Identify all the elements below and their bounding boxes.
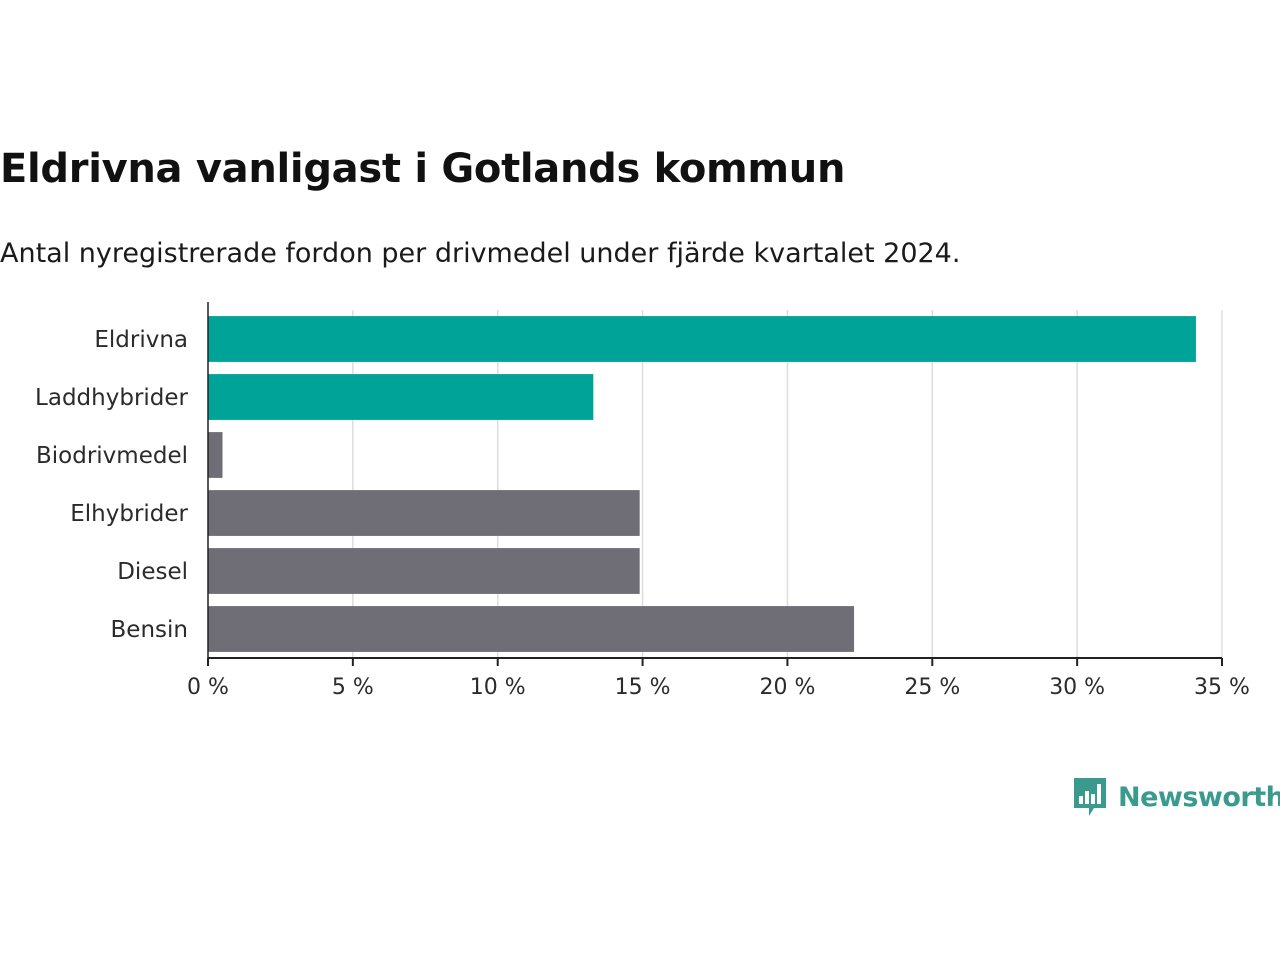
category-label: Diesel [117,559,188,585]
x-tick-label: 15 % [615,675,671,700]
category-label: Eldrivna [94,327,188,353]
bar [208,316,1196,362]
category-labels: Eldrivna Laddhybrider Biodrivmedel Elhybrid… [35,327,188,643]
x-tick-label: 30 % [1049,675,1105,700]
brand-name: Newsworthy [1118,781,1280,813]
bars [208,316,1196,652]
bar [208,374,594,420]
chart-subtitle: Antal nyregistrerade fordon per drivmede… [0,238,961,269]
x-tick-label: 5 % [332,675,374,700]
x-tick-label: 0 % [187,675,229,700]
category-label: Biodrivmedel [36,443,188,469]
bar [208,548,640,594]
chart-title: Eldrivna vanligast i Gotlands kommun [0,146,846,192]
bar-chart-speech-bubble-icon [1074,778,1106,816]
x-tick-label: 35 % [1194,675,1250,700]
x-tick-label: 20 % [759,675,815,700]
category-label: Laddhybrider [35,385,188,411]
grid-lines [352,310,1223,658]
brand-logo: Newsworthy [1072,776,1280,818]
bar-chart: Eldrivna Laddhybrider Biodrivmedel Elhybrid… [35,302,1250,700]
bar [208,606,855,652]
bar [208,432,223,478]
category-label: Elhybrider [70,501,188,527]
bar [208,490,640,536]
x-tick-label: 10 % [470,675,526,700]
category-label: Bensin [111,617,188,643]
x-tick-label: 25 % [904,675,960,700]
x-axis: 0 % 5 % 10 % 15 % 20 % 25 % 30 % 35 % [187,302,1250,700]
